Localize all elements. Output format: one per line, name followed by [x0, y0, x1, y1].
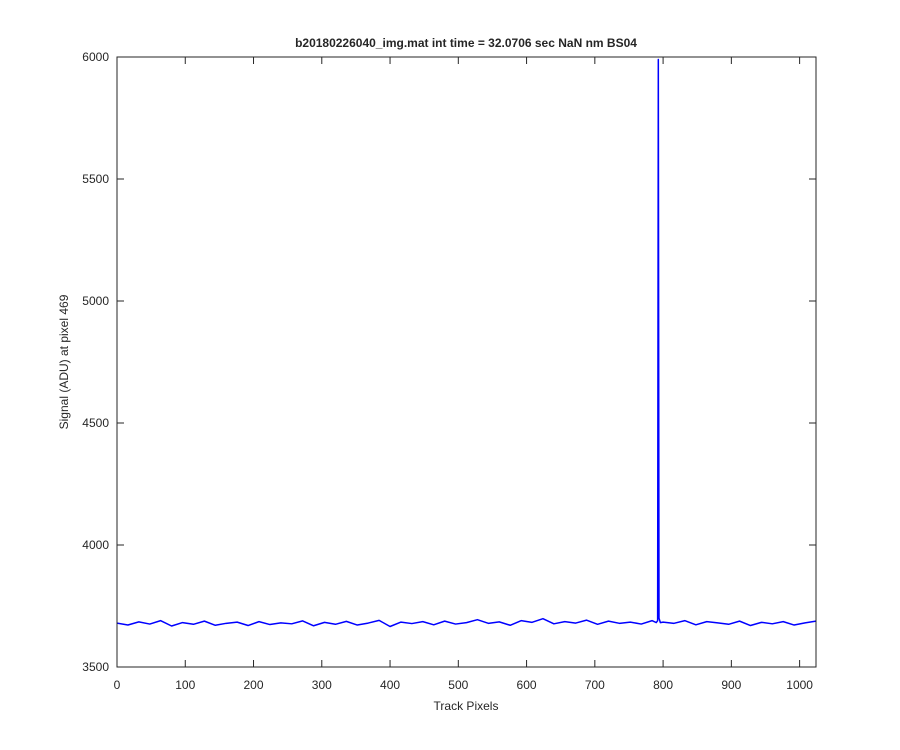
x-tick-label: 600: [517, 678, 537, 692]
y-tick-label: 4000: [82, 538, 109, 552]
x-tick-label: 1000: [786, 678, 813, 692]
data-line: [117, 58, 816, 628]
y-tick-label: 3500: [82, 660, 109, 674]
y-tick-label: 4500: [82, 416, 109, 430]
x-tick-label: 900: [721, 678, 741, 692]
x-tick-label: 500: [448, 678, 468, 692]
x-tick-label: 800: [653, 678, 673, 692]
axes-box: [116, 56, 817, 668]
x-tick-label: 200: [244, 678, 264, 692]
x-tick-label: 100: [175, 678, 195, 692]
x-tick-label: 400: [380, 678, 400, 692]
y-tick-label: 6000: [82, 50, 109, 64]
y-tick-label: 5000: [82, 294, 109, 308]
x-axis-label: Track Pixels: [434, 699, 499, 713]
x-tick-label: 700: [585, 678, 605, 692]
x-tick-label: 0: [114, 678, 121, 692]
y-tick-label: 5500: [82, 172, 109, 186]
plot-area: [117, 58, 816, 628]
x-tick-label: 300: [312, 678, 332, 692]
chart-title: b20180226040_img.mat int time = 32.0706 …: [295, 36, 637, 50]
y-axis-label: Signal (ADU) at pixel 469: [57, 294, 71, 429]
